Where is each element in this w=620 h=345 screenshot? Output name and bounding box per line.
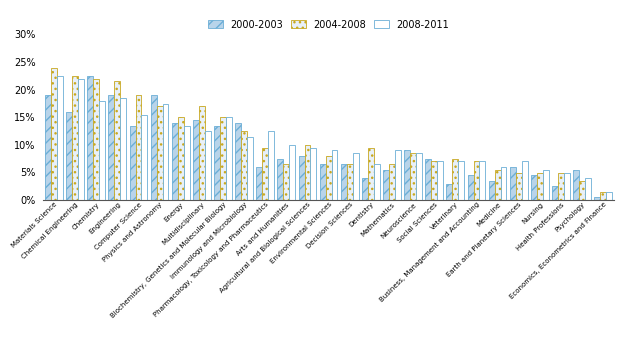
Bar <box>521 161 528 200</box>
Bar <box>537 172 543 200</box>
Bar <box>467 175 474 200</box>
Bar <box>458 161 464 200</box>
Bar <box>87 76 93 200</box>
Bar <box>326 156 332 200</box>
Legend: 2000-2003, 2004-2008, 2008-2011: 2000-2003, 2004-2008, 2008-2011 <box>206 18 451 32</box>
Bar <box>416 153 422 200</box>
Bar <box>489 181 495 200</box>
Bar <box>136 95 141 200</box>
Bar <box>57 76 63 200</box>
Bar <box>516 172 521 200</box>
Bar <box>311 148 316 200</box>
Bar <box>495 170 500 200</box>
Bar <box>51 68 57 200</box>
Bar <box>595 197 600 200</box>
Bar <box>172 123 178 200</box>
Bar <box>395 150 401 200</box>
Bar <box>235 123 241 200</box>
Bar <box>114 81 120 200</box>
Bar <box>78 79 84 200</box>
Bar <box>606 192 612 200</box>
Bar <box>437 161 443 200</box>
Bar <box>543 170 549 200</box>
Bar <box>72 76 78 200</box>
Bar <box>574 170 579 200</box>
Bar <box>214 126 220 200</box>
Bar <box>193 120 199 200</box>
Bar <box>332 150 337 200</box>
Bar <box>157 106 162 200</box>
Bar <box>585 178 591 200</box>
Bar <box>162 104 169 200</box>
Bar <box>241 131 247 200</box>
Bar <box>247 137 253 200</box>
Bar <box>268 131 274 200</box>
Bar <box>347 164 353 200</box>
Bar <box>579 181 585 200</box>
Bar <box>45 95 51 200</box>
Bar <box>256 167 262 200</box>
Bar <box>304 145 311 200</box>
Bar <box>383 170 389 200</box>
Bar <box>108 95 114 200</box>
Bar <box>130 126 136 200</box>
Bar <box>389 164 395 200</box>
Bar <box>500 167 507 200</box>
Bar <box>320 164 326 200</box>
Bar <box>199 106 205 200</box>
Bar <box>531 175 537 200</box>
Bar <box>178 117 184 200</box>
Bar <box>558 172 564 200</box>
Bar <box>368 148 374 200</box>
Bar <box>299 156 304 200</box>
Bar <box>66 112 72 200</box>
Bar <box>283 164 290 200</box>
Bar <box>120 98 126 200</box>
Bar <box>600 192 606 200</box>
Bar <box>474 161 479 200</box>
Bar <box>184 126 190 200</box>
Bar <box>510 167 516 200</box>
Bar <box>141 115 148 200</box>
Bar <box>226 117 232 200</box>
Bar <box>341 164 347 200</box>
Bar <box>353 153 358 200</box>
Bar <box>278 159 283 200</box>
Bar <box>479 161 485 200</box>
Bar <box>432 161 437 200</box>
Bar <box>552 186 558 200</box>
Bar <box>564 172 570 200</box>
Bar <box>220 117 226 200</box>
Bar <box>374 164 379 200</box>
Bar <box>93 79 99 200</box>
Bar <box>404 150 410 200</box>
Bar <box>362 178 368 200</box>
Bar <box>425 159 432 200</box>
Bar <box>446 184 453 200</box>
Bar <box>290 145 295 200</box>
Bar <box>453 159 458 200</box>
Bar <box>205 131 211 200</box>
Bar <box>410 153 416 200</box>
Bar <box>99 101 105 200</box>
Bar <box>262 148 268 200</box>
Bar <box>151 95 157 200</box>
